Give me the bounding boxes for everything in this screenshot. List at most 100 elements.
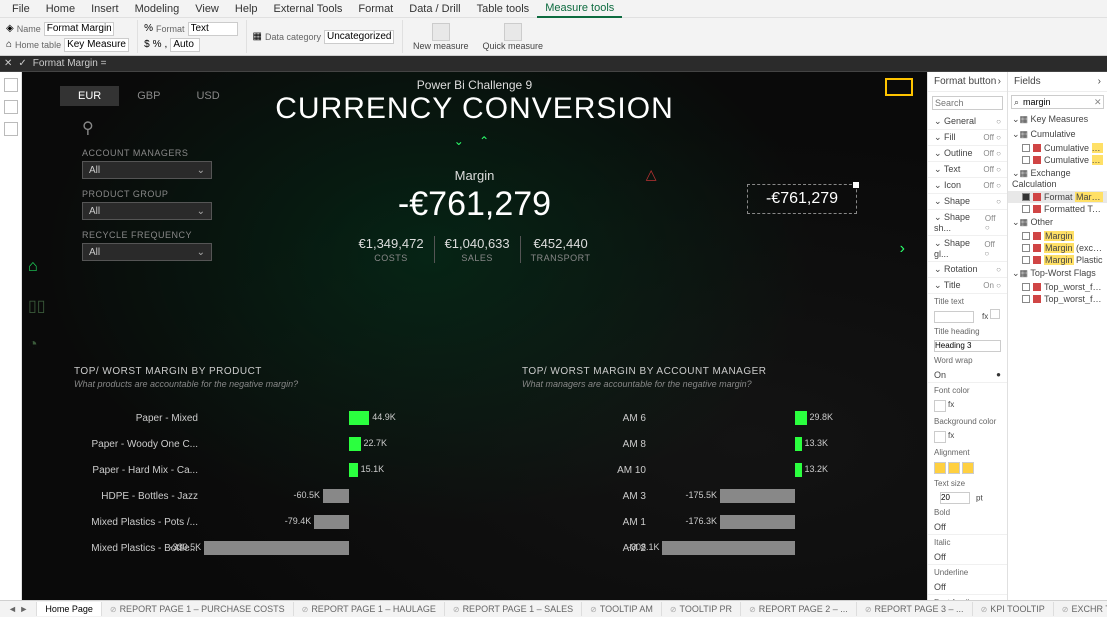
format-section[interactable]: ⌄ FillOff ○	[928, 130, 1007, 146]
field-group[interactable]: ⌄▦ Key Measures	[1008, 112, 1107, 127]
field-item[interactable]: Margin Plastic	[1008, 254, 1107, 266]
page-tab[interactable]: ⊘REPORT PAGE 1 – PURCHASE COSTS	[102, 602, 294, 616]
chevron-right-icon[interactable]: ›	[998, 76, 1001, 87]
menu-insert[interactable]: Insert	[83, 1, 127, 17]
field-checkbox[interactable]	[1022, 295, 1030, 303]
bg-color-swatch[interactable]	[934, 431, 946, 443]
home-icon[interactable]: ⌂	[28, 258, 46, 276]
field-checkbox[interactable]	[1022, 156, 1030, 164]
field-item[interactable]: Formatted Total Margin	[1008, 203, 1107, 215]
field-checkbox[interactable]	[1022, 193, 1030, 201]
field-item[interactable]: Top_worst_flag Product	[1008, 293, 1107, 305]
format-section[interactable]: ⌄ OutlineOff ○	[928, 146, 1007, 162]
new-measure-button[interactable]: New measure	[409, 23, 473, 51]
field-group[interactable]: ⌄▦ Cumulative	[1008, 127, 1107, 142]
field-checkbox[interactable]	[1022, 232, 1030, 240]
menu-datadrill[interactable]: Data / Drill	[401, 1, 468, 17]
menu-externaltools[interactable]: External Tools	[266, 1, 351, 17]
field-group[interactable]: ⌄▦ Top-Worst Flags	[1008, 266, 1107, 281]
filter-select[interactable]: All	[82, 202, 212, 220]
reset-icon[interactable]	[990, 309, 1000, 319]
fx-button[interactable]: fx	[982, 312, 988, 321]
next-arrow-icon[interactable]: ›	[900, 240, 905, 258]
fx-button[interactable]: fx	[948, 400, 954, 412]
text-size-input[interactable]	[940, 492, 970, 504]
page-tab[interactable]: ⊘REPORT PAGE 2 – ...	[741, 602, 857, 616]
field-checkbox[interactable]	[1022, 144, 1030, 152]
report-view-icon[interactable]	[4, 78, 18, 92]
resize-handle[interactable]	[853, 182, 859, 188]
clear-search-icon[interactable]: ✕	[1091, 97, 1105, 108]
percent-button[interactable]: %	[153, 39, 162, 50]
formula-bar[interactable]: ✕ ✓ Format Margin =	[0, 56, 1107, 72]
fx-button[interactable]: fx	[948, 431, 954, 443]
bulb-icon[interactable]: ◔	[28, 336, 46, 354]
word-wrap-toggle[interactable]	[996, 370, 1001, 379]
format-section[interactable]: ⌄ Rotation ○	[928, 262, 1007, 278]
data-category-input[interactable]	[324, 30, 394, 44]
format-search-input[interactable]	[932, 96, 1003, 110]
menu-modeling[interactable]: Modeling	[127, 1, 188, 17]
model-view-icon[interactable]	[4, 122, 18, 136]
field-group[interactable]: ⌄▦ Exchange Calculation	[1008, 166, 1107, 191]
filter-select[interactable]: All	[82, 161, 212, 179]
menu-help[interactable]: Help	[227, 1, 266, 17]
format-section[interactable]: ⌄ General ○	[928, 114, 1007, 130]
field-group[interactable]: ⌄▦ Other	[1008, 215, 1107, 230]
chart-icon[interactable]: ▯▯	[28, 296, 46, 316]
filter-select[interactable]: All	[82, 243, 212, 261]
field-item[interactable]: Cumulative Margin	[1008, 142, 1107, 154]
align-left-button[interactable]	[934, 462, 946, 474]
menu-home[interactable]: Home	[38, 1, 83, 17]
format-section[interactable]: ⌄ Shape ○	[928, 194, 1007, 210]
field-item[interactable]: Format Margin	[1008, 191, 1107, 203]
currency-tab-usd[interactable]: USD	[178, 86, 237, 106]
menu-measuretools[interactable]: Measure tools	[537, 0, 622, 18]
selected-visual-card[interactable]: -€761,279	[747, 184, 857, 214]
expand-chevrons[interactable]: ⌄ ⌃	[454, 134, 495, 148]
close-icon[interactable]: ✕	[4, 58, 12, 69]
field-checkbox[interactable]	[1022, 283, 1030, 291]
menu-file[interactable]: File	[4, 1, 38, 17]
quick-measure-button[interactable]: Quick measure	[479, 23, 548, 51]
home-table-input[interactable]	[64, 38, 129, 52]
check-icon[interactable]: ✓	[18, 58, 26, 69]
format-section[interactable]: ⌄ IconOff ○	[928, 178, 1007, 194]
currency-tab-eur[interactable]: EUR	[60, 86, 119, 106]
page-tab[interactable]: ⊘REPORT PAGE 3 – ...	[857, 602, 973, 616]
decimals-input[interactable]	[170, 38, 200, 52]
measure-name-input[interactable]	[44, 22, 114, 36]
data-view-icon[interactable]	[4, 100, 18, 114]
font-color-swatch[interactable]	[934, 400, 946, 412]
field-checkbox[interactable]	[1022, 244, 1030, 252]
tabs-nav-left[interactable]: ◄ ►	[0, 602, 37, 616]
field-item[interactable]: Margin (exc Haulage)	[1008, 242, 1107, 254]
page-tab[interactable]: ⊘TOOLTIP PR	[662, 602, 741, 616]
currency-button[interactable]: $	[144, 39, 150, 50]
page-tab[interactable]: ⊘TOOLTIP AM	[582, 602, 662, 616]
field-item[interactable]: Margin	[1008, 230, 1107, 242]
field-item[interactable]: Cumulative Margin Plastic	[1008, 154, 1107, 166]
title-heading-select[interactable]	[934, 340, 1001, 352]
format-input[interactable]	[188, 22, 238, 36]
title-text-input[interactable]	[934, 311, 974, 323]
format-section[interactable]: ⌄ TextOff ○	[928, 162, 1007, 178]
align-right-button[interactable]	[962, 462, 974, 474]
menu-view[interactable]: View	[187, 1, 227, 17]
currency-tab-gbp[interactable]: GBP	[119, 86, 178, 106]
format-section[interactable]: ⌄ TitleOn ○	[928, 278, 1007, 294]
page-tab[interactable]: Home Page	[37, 602, 102, 616]
fields-search-input[interactable]	[1021, 97, 1091, 107]
field-checkbox[interactable]	[1022, 256, 1030, 264]
comma-button[interactable]: ,	[165, 39, 168, 50]
format-section[interactable]: ⌄ Shape gl...Off ○	[928, 236, 1007, 262]
chevron-right-icon[interactable]: ›	[1098, 76, 1101, 87]
format-section[interactable]: ⌄ Shape sh...Off ○	[928, 210, 1007, 236]
page-tab[interactable]: ⊘KPI TOOLTIP	[973, 602, 1054, 616]
menu-tabletools[interactable]: Table tools	[469, 1, 538, 17]
field-item[interactable]: Top_worst_flag AM Margin	[1008, 281, 1107, 293]
page-tab[interactable]: ⊘REPORT PAGE 1 – SALES	[445, 602, 582, 616]
align-center-button[interactable]	[948, 462, 960, 474]
field-checkbox[interactable]	[1022, 205, 1030, 213]
menu-format[interactable]: Format	[350, 1, 401, 17]
